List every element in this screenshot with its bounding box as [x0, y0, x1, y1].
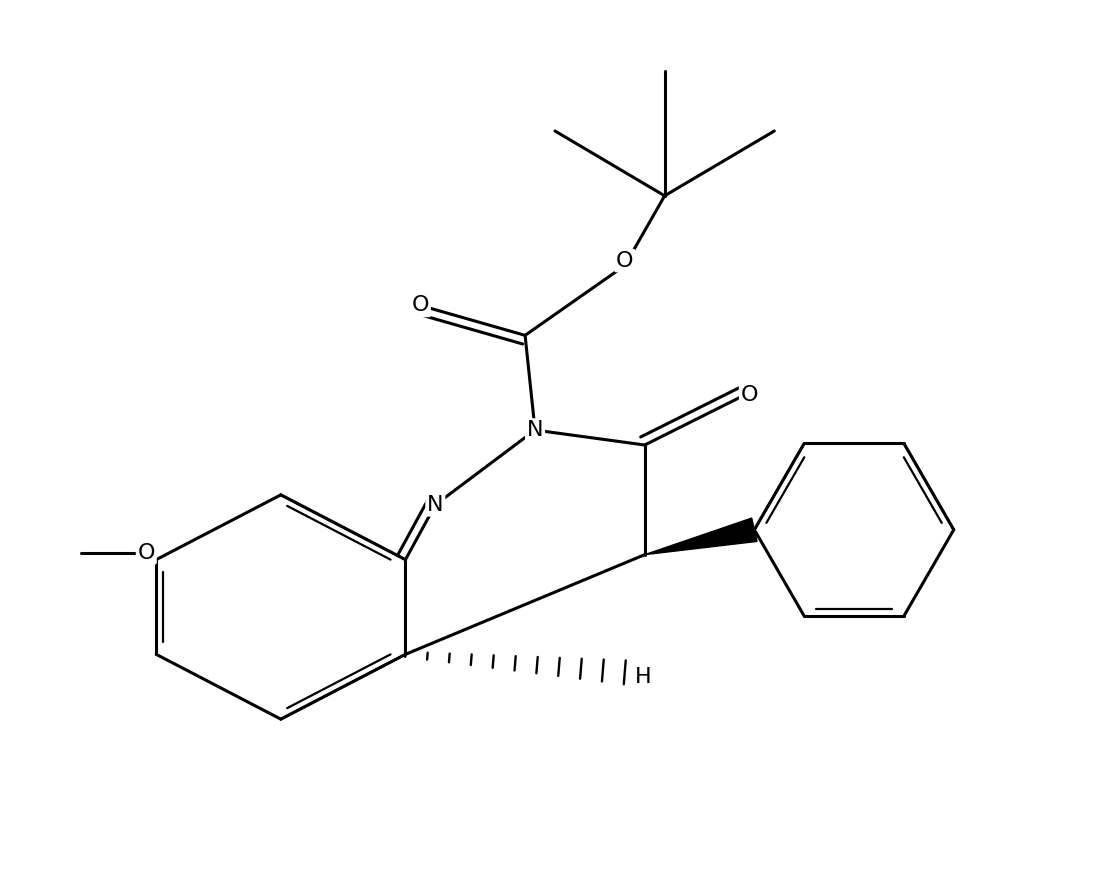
Text: O: O	[412, 295, 429, 316]
Polygon shape	[645, 519, 757, 554]
Text: N: N	[428, 494, 444, 515]
Text: O: O	[138, 543, 155, 562]
Text: N: N	[527, 420, 543, 440]
Text: H: H	[635, 667, 651, 687]
Text: O: O	[741, 385, 758, 405]
Text: O: O	[616, 250, 634, 271]
